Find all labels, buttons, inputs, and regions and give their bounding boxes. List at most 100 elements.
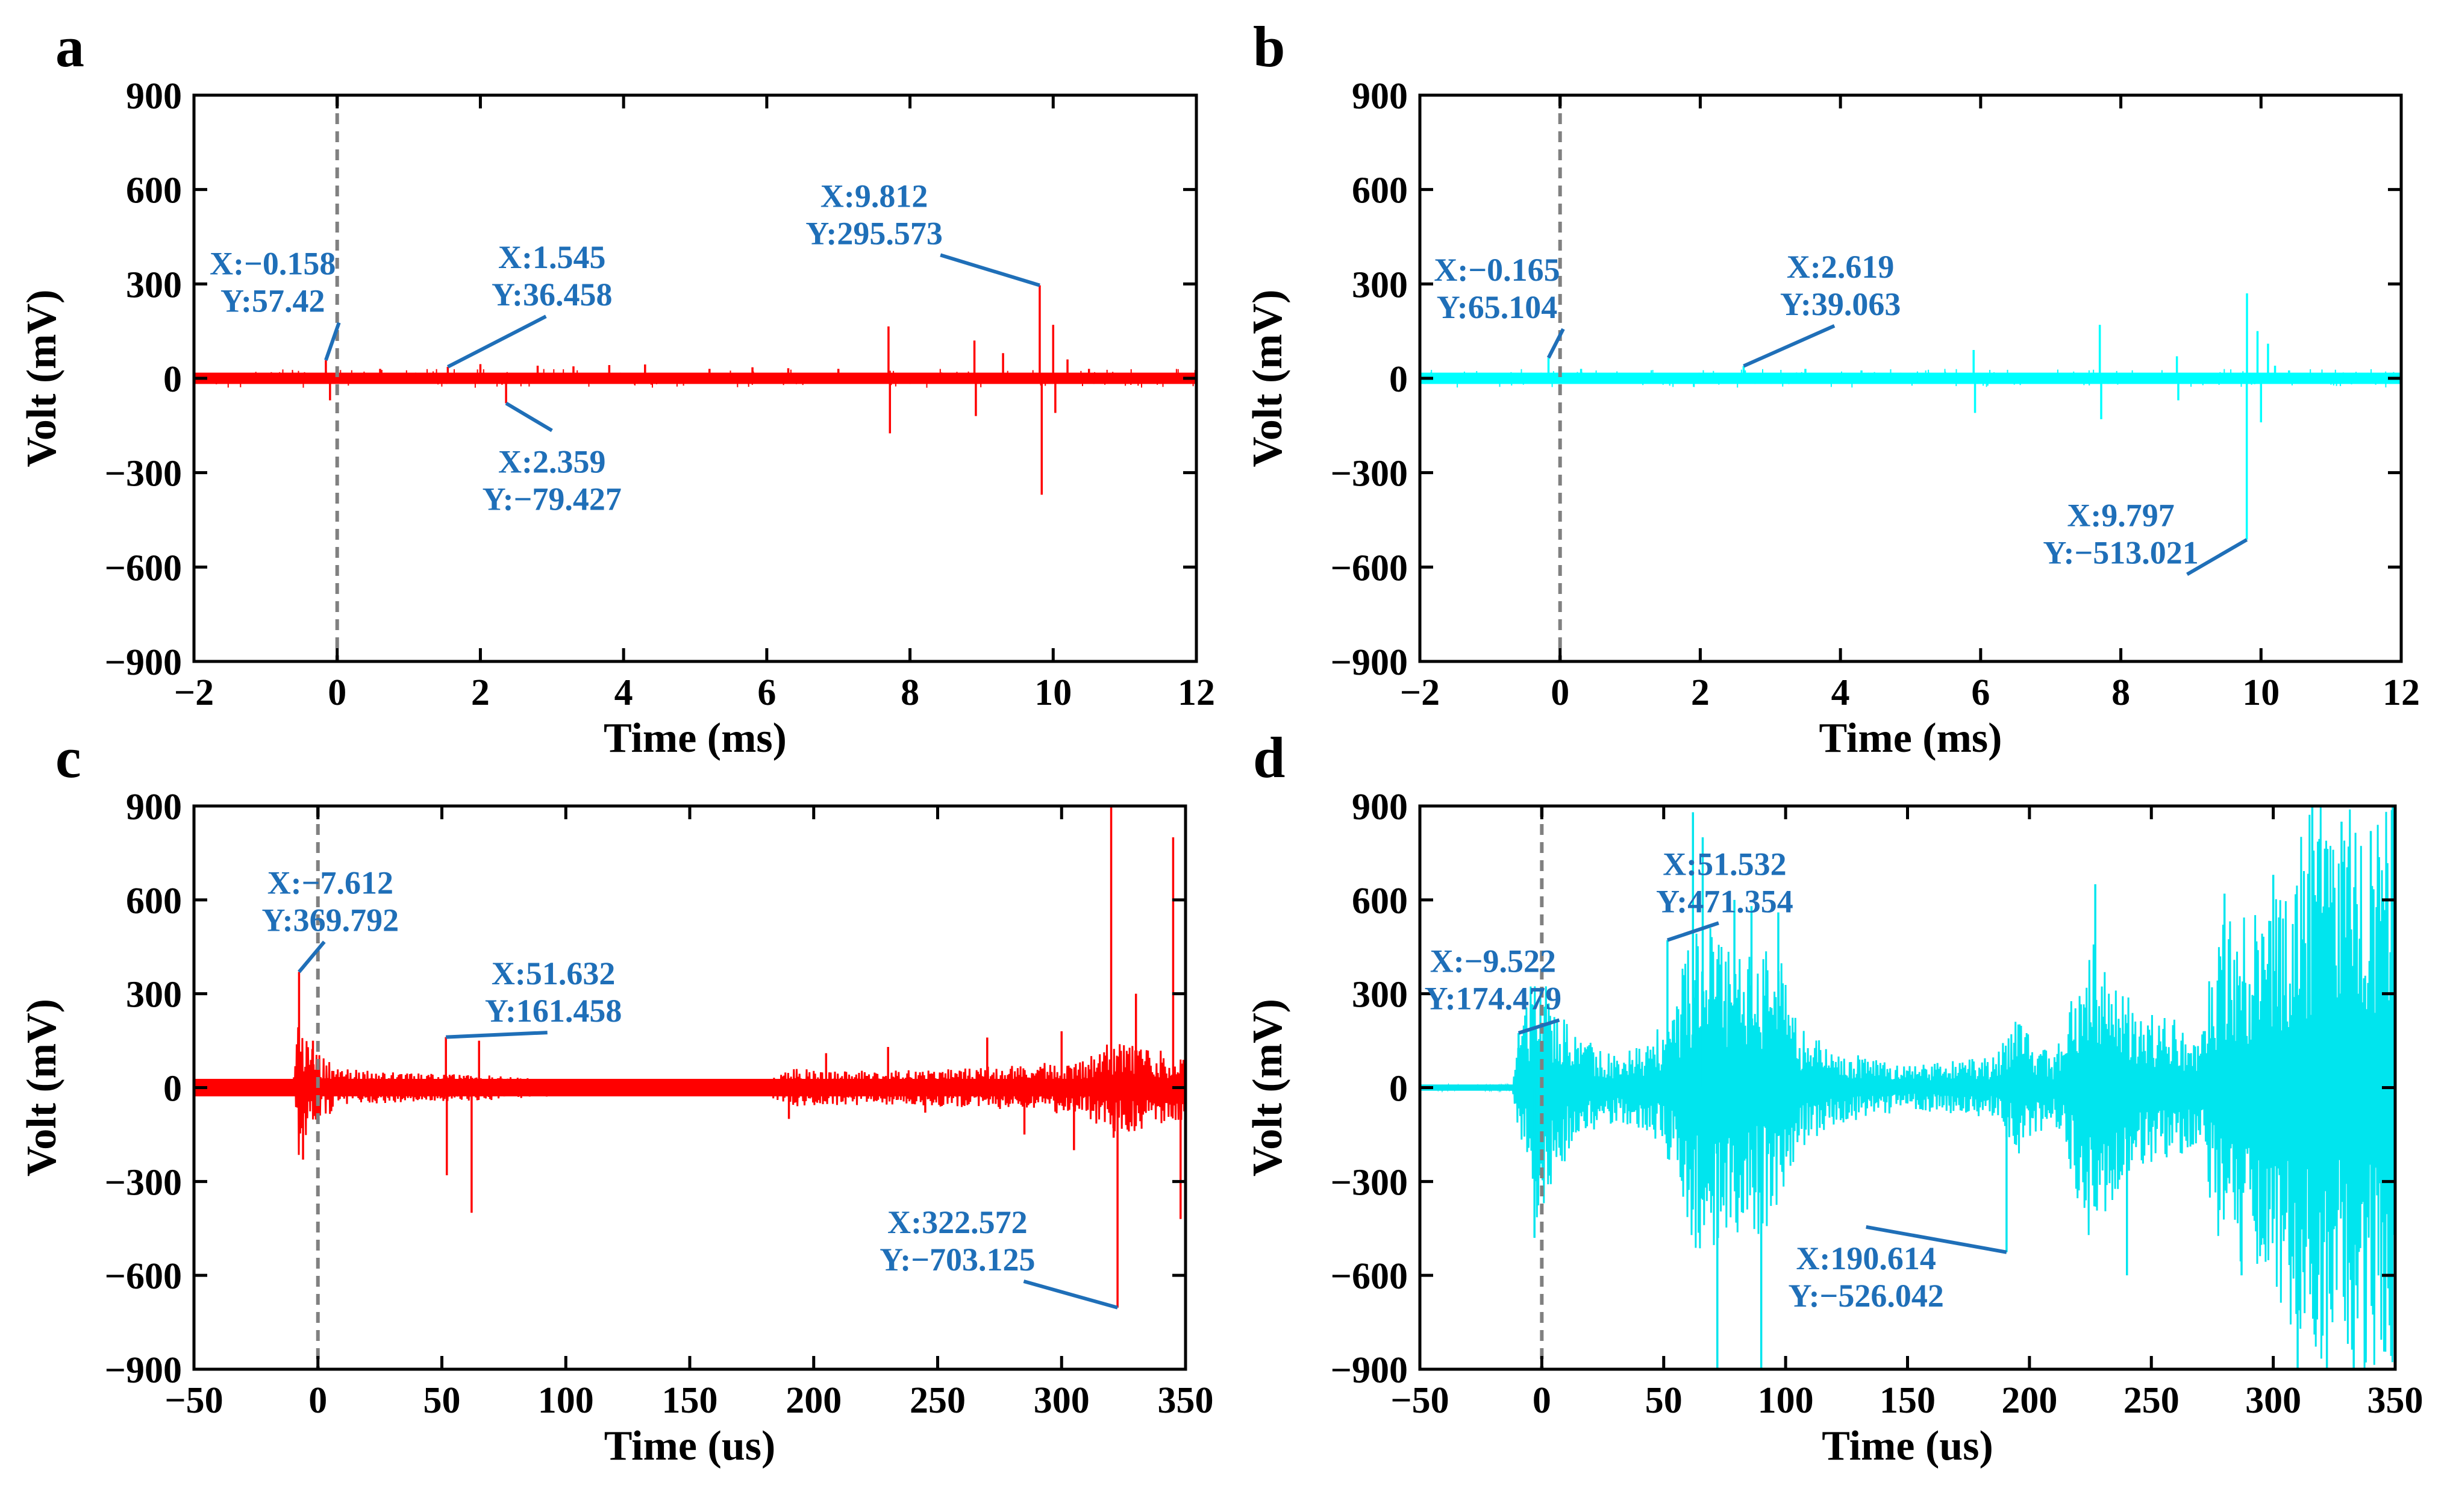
y-tick-label: 900 — [126, 76, 182, 117]
x-tick-label: −50 — [164, 1380, 223, 1421]
data-tip-x: X:−7.612 — [267, 864, 393, 901]
x-tick-label: 4 — [614, 672, 633, 713]
y-tick-label: 600 — [1352, 881, 1408, 922]
data-tip-x: X:−0.158 — [210, 246, 336, 282]
data-tip-x: X:−9.522 — [1430, 943, 1556, 979]
x-tick-label: 250 — [2123, 1380, 2180, 1421]
x-tick-label: 10 — [2242, 672, 2280, 713]
data-tip-leader — [1546, 328, 1565, 359]
y-tick-label: 600 — [1352, 170, 1408, 211]
data-tip-y: Y:161.458 — [485, 993, 622, 1029]
x-tick-label: 0 — [328, 672, 346, 713]
x-tick-label: 12 — [1178, 672, 1215, 713]
y-tick-label: 0 — [163, 1069, 182, 1110]
data-tip-leader — [324, 322, 341, 361]
data-tip-x: X:9.797 — [2067, 497, 2174, 533]
y-tick-label: 300 — [1352, 264, 1408, 305]
x-tick-label: 4 — [1831, 672, 1850, 713]
trace-baseline — [1420, 372, 2401, 384]
data-tip-y: Y:−703.125 — [880, 1242, 1035, 1278]
y-axis-label: Volt (mV) — [19, 290, 65, 467]
x-axis-label: Time (ms) — [1819, 715, 2002, 761]
data-tip-x: X:2.359 — [498, 444, 605, 480]
x-tick-label: 350 — [1158, 1380, 1214, 1421]
panel-letter: c — [55, 725, 81, 790]
x-axis-label: Time (us) — [604, 1423, 776, 1469]
x-tick-label: −50 — [1390, 1380, 1449, 1421]
y-tick-label: −900 — [105, 1350, 182, 1391]
y-axis-label: Volt (mV) — [1245, 290, 1291, 467]
y-tick-label: −300 — [105, 454, 182, 495]
data-tip-y: Y:−513.021 — [2043, 534, 2198, 570]
x-axis-label: Time (ms) — [604, 715, 787, 761]
data-tip-leader — [446, 1031, 548, 1039]
data-tip-y: Y:−526.042 — [1789, 1278, 1944, 1314]
data-tip-y: Y:36.458 — [492, 276, 613, 313]
x-tick-label: 100 — [538, 1380, 594, 1421]
y-tick-label: −300 — [1331, 454, 1408, 495]
data-tip-leader — [2186, 538, 2248, 576]
x-tick-label: 2 — [471, 672, 490, 713]
x-tick-label: 150 — [662, 1380, 718, 1421]
x-tick-label: 200 — [2001, 1380, 2057, 1421]
y-tick-label: 0 — [1389, 359, 1408, 400]
data-tip-leader — [1667, 921, 1719, 942]
x-tick-label: 50 — [423, 1380, 461, 1421]
trace-line — [194, 1027, 1186, 1155]
data-tip-leader — [298, 940, 326, 973]
data-tip-y: Y:174.479 — [1425, 980, 1562, 1016]
data-tip-y: Y:65.104 — [1437, 289, 1558, 325]
y-tick-label: −900 — [1331, 1350, 1408, 1391]
panel-letter: b — [1253, 14, 1285, 79]
y-tick-label: 900 — [1352, 76, 1408, 117]
trace-noise — [1422, 369, 2401, 388]
x-tick-label: 250 — [910, 1380, 966, 1421]
panel-d: d 900 600 300 0 −300 −600 −900−50 0 50 100 150 200 25… — [1245, 725, 2423, 1469]
trace-line — [1420, 806, 2395, 1369]
data-tip-y: Y:369.792 — [262, 902, 399, 938]
y-tick-label: −600 — [1331, 1256, 1408, 1297]
trace-group — [194, 285, 1196, 495]
x-tick-label: −2 — [1400, 672, 1440, 713]
y-tick-label: −300 — [105, 1162, 182, 1203]
y-tick-label: 300 — [1352, 975, 1408, 1016]
data-tip-x: X:9.812 — [820, 178, 928, 214]
data-tip-leader — [505, 401, 553, 433]
data-tip-x: X:2.619 — [1787, 249, 1894, 285]
y-tick-label: 300 — [126, 264, 182, 305]
x-tick-label: 200 — [786, 1380, 842, 1421]
x-tick-label: 6 — [757, 672, 776, 713]
data-tip-leader — [940, 253, 1040, 287]
x-tick-label: 100 — [1758, 1380, 1814, 1421]
data-tip-x: X:51.532 — [1663, 846, 1786, 882]
x-axis-label: Time (us) — [1822, 1423, 1993, 1469]
panel-letter: a — [55, 14, 84, 79]
y-tick-label: 300 — [126, 975, 182, 1016]
x-tick-label: −2 — [174, 672, 214, 713]
data-tip-y: Y:39.063 — [1780, 286, 1901, 322]
data-tip-y: Y:471.354 — [1656, 883, 1793, 919]
y-tick-label: 600 — [126, 170, 182, 211]
panel-letter: d — [1253, 725, 1285, 790]
data-tip-leader — [1866, 1225, 2007, 1254]
data-tip-leader — [1743, 324, 1836, 368]
data-tip-leader — [1023, 1279, 1118, 1310]
x-tick-label: 150 — [1880, 1380, 1936, 1421]
y-tick-label: −900 — [105, 642, 182, 683]
x-tick-label: 0 — [1533, 1380, 1551, 1421]
trace-group — [1420, 293, 2401, 540]
y-tick-label: −600 — [105, 1256, 182, 1297]
y-tick-label: −600 — [1331, 548, 1408, 589]
